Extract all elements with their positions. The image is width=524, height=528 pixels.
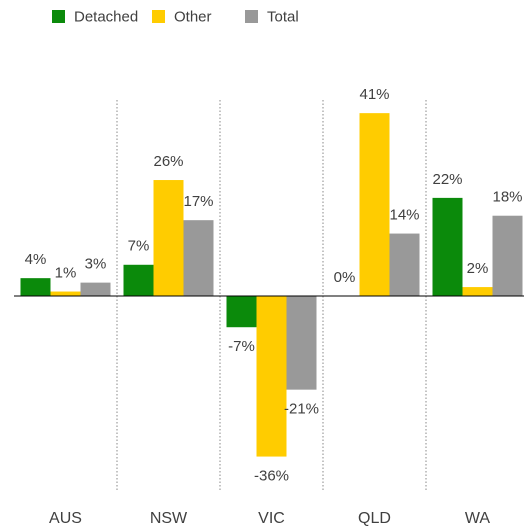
bar xyxy=(80,282,111,296)
value-label: 17% xyxy=(183,193,213,210)
legend-label: Total xyxy=(267,8,299,25)
value-label: 4% xyxy=(25,251,47,268)
value-label: 14% xyxy=(389,207,419,224)
x-tick-label: WA xyxy=(465,510,491,527)
value-label: 26% xyxy=(153,153,183,170)
legend-swatch xyxy=(152,10,165,23)
legend-swatch xyxy=(245,10,258,23)
x-tick-label: AUS xyxy=(49,510,82,527)
bar xyxy=(183,220,214,296)
bar xyxy=(153,180,184,296)
bar xyxy=(389,233,420,296)
legend-label: Detached xyxy=(74,8,138,25)
value-label: -21% xyxy=(284,401,319,418)
x-tick-label: NSW xyxy=(150,510,188,527)
x-tick-label: QLD xyxy=(358,510,391,527)
bar xyxy=(123,264,154,296)
value-label: 0% xyxy=(334,269,356,286)
x-tick-label: VIC xyxy=(258,510,285,527)
value-label: 3% xyxy=(85,256,107,273)
value-label: 22% xyxy=(432,171,462,188)
value-label: 2% xyxy=(467,260,489,277)
value-label: 7% xyxy=(128,238,150,255)
value-label: 18% xyxy=(492,189,522,206)
bar xyxy=(20,278,51,296)
value-label: 41% xyxy=(359,86,389,103)
bar xyxy=(286,296,317,390)
legend-swatch xyxy=(52,10,65,23)
bar xyxy=(432,197,463,296)
value-label: 1% xyxy=(55,265,77,282)
value-label: -36% xyxy=(254,468,289,485)
bar xyxy=(359,113,390,296)
bar xyxy=(256,296,287,457)
bar xyxy=(50,291,81,296)
bar xyxy=(226,296,257,328)
value-label: -7% xyxy=(228,338,255,355)
legend-label: Other xyxy=(174,8,212,25)
bar xyxy=(492,215,523,296)
bar xyxy=(462,287,493,296)
